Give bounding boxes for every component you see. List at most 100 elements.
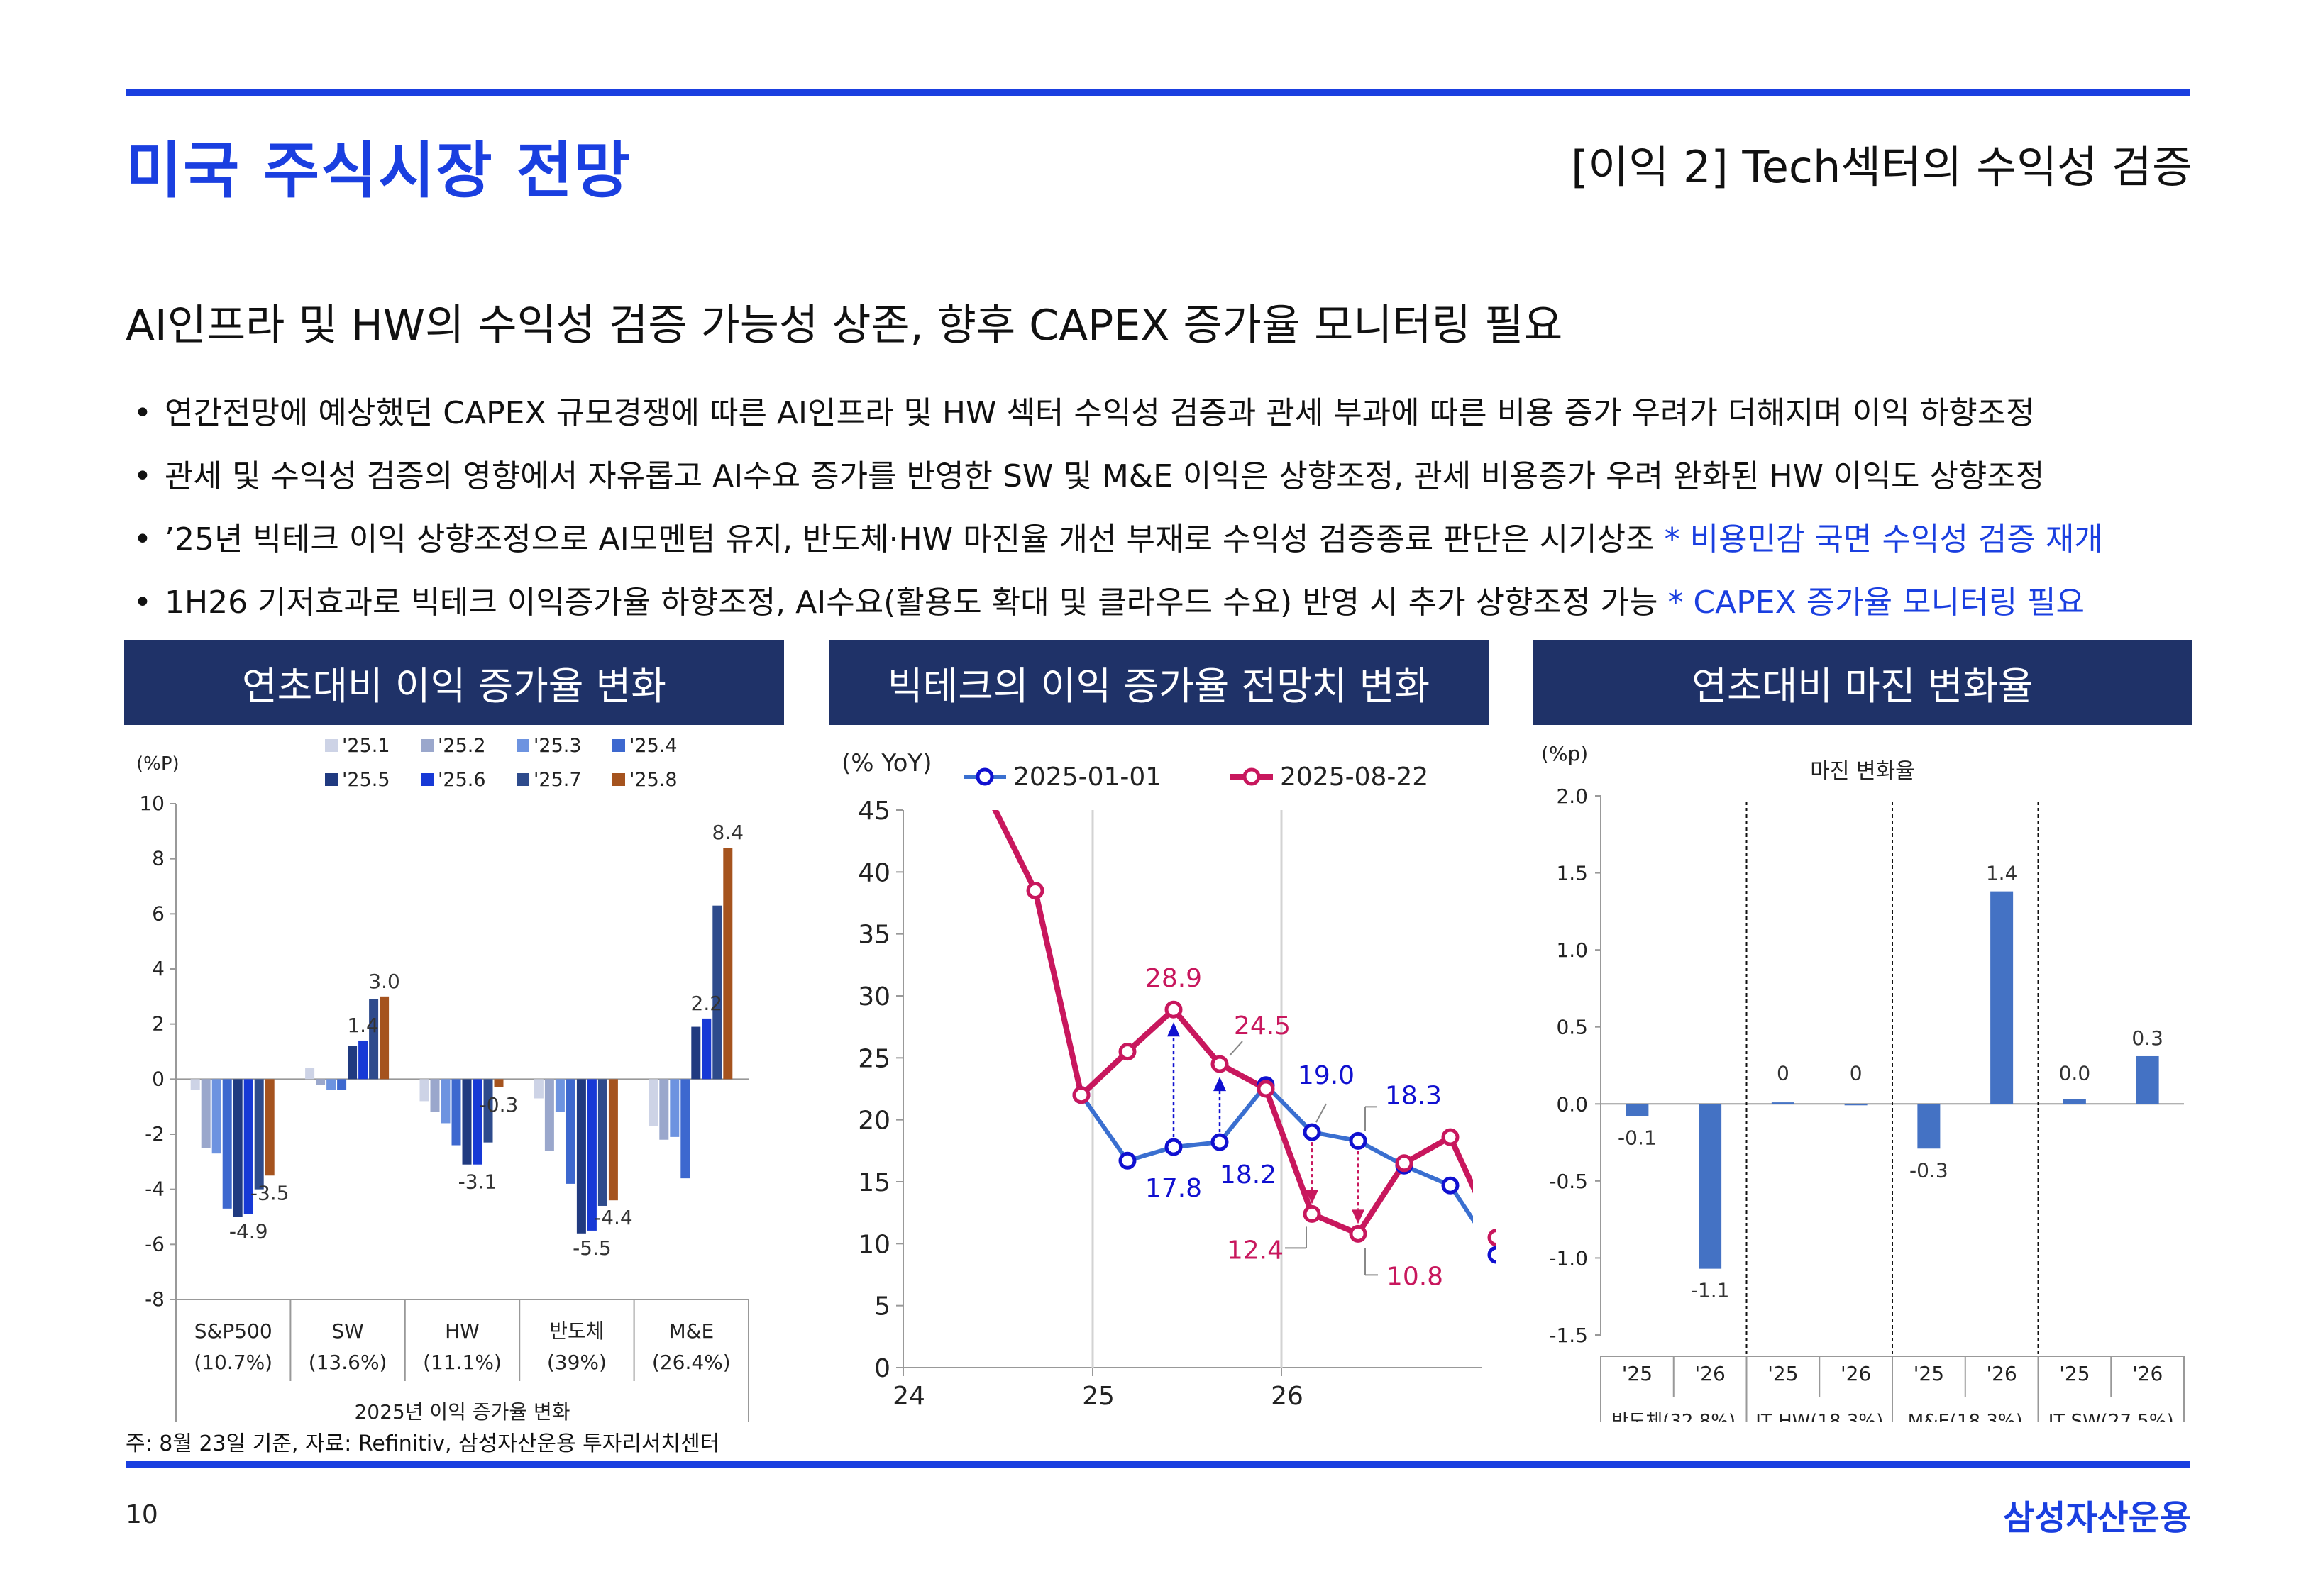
- group-label: IT SW(27.5%): [2048, 1411, 2174, 1422]
- data-label: 0.0: [2059, 1061, 2091, 1085]
- data-label: 0: [1777, 1061, 1789, 1085]
- data-label: 3.0: [368, 970, 400, 993]
- bullet-note: * 비용민감 국면 수익성 검증 재개: [1664, 521, 2103, 558]
- y-tick-label: -1.5: [1549, 1324, 1588, 1347]
- panel-title-earnings-change: 연초대비 이익 증가율 변화: [124, 640, 784, 725]
- data-point: [1026, 882, 1044, 900]
- x-tick-label: '26: [1841, 1362, 1871, 1385]
- bar: [190, 1079, 200, 1090]
- y-tick-label: -8: [145, 1287, 165, 1311]
- x-tick-label: '25: [1914, 1362, 1944, 1385]
- bar: [2063, 1099, 2086, 1104]
- panel-title-bigtech-growth: 빅테크의 이익 증가율 전망치 변화: [829, 640, 1489, 725]
- x-tick-label: '26: [1694, 1362, 1725, 1385]
- page-title: 미국 주식시장 전망: [126, 135, 631, 206]
- bar: [233, 1079, 243, 1217]
- bullet-item: • 연간전망에 예상했던 CAPEX 규모경쟁에 따른 AI인프라 및 HW 섹터…: [133, 395, 2035, 431]
- data-point: [1395, 1154, 1413, 1173]
- data-label: 0: [1850, 1061, 1863, 1085]
- data-label: 1.4: [347, 1014, 379, 1037]
- x-tick-label: 26: [1271, 1382, 1303, 1411]
- x-tick-label: 24: [893, 1382, 925, 1411]
- x-axis-label: 2025년 이익 증가율 변화: [354, 1400, 570, 1422]
- bullet-list: • 연간전망에 예상했던 CAPEX 규모경쟁에 따른 AI인프라 및 HW 섹터…: [133, 382, 2234, 634]
- data-label: -1.1: [1691, 1279, 1730, 1302]
- x-tick-label: 반도체: [549, 1319, 604, 1343]
- brand-logo: 삼성자산운용: [2003, 1498, 2191, 1538]
- y-tick-label: -2: [145, 1122, 165, 1146]
- bar: [473, 1079, 482, 1165]
- earnings-change-chart: (%P) '25.1 '25.2 '25.3 '25.4 '25.5 '25.6 '25.7 '…: [136, 735, 749, 1422]
- y-tick-label: 8: [152, 847, 165, 870]
- data-label: 8.4: [712, 821, 744, 844]
- bar: [201, 1079, 211, 1148]
- bar: [326, 1079, 336, 1090]
- arrow-head: [1306, 1190, 1318, 1204]
- bar: [691, 1026, 701, 1080]
- legend-label: '25.2: [438, 735, 486, 757]
- bar: [534, 1079, 544, 1099]
- bullet-item: • 관세 및 수익성 검증의 영향에서 자유롭고 AI수요 증가를 반영한 SW …: [133, 458, 2045, 494]
- y-axis-label: (%P): [136, 753, 180, 775]
- data-label: 28.9: [1145, 964, 1202, 993]
- margin-change-chart: (%p) 마진 변화율 2.0 1.5 1.0 0.5 0.0 -0.5 -1.0 -1.5 -0.…: [1541, 742, 2185, 1422]
- bullet-item: • 1H26 기저효과로 빅테크 이익증가율 하향조정, AI수요(활용도 확대 …: [133, 584, 2085, 621]
- data-label: 12.4: [1227, 1236, 1284, 1265]
- bar: [254, 1079, 264, 1190]
- bar: [680, 1079, 690, 1179]
- data-label: -3.5: [250, 1181, 289, 1204]
- legend-swatch: [325, 773, 338, 786]
- leader-line: [1315, 1103, 1327, 1123]
- data-label: 24.5: [1234, 1012, 1291, 1041]
- bar: [555, 1079, 565, 1112]
- data-point: [1164, 1138, 1183, 1156]
- data-label: -4.9: [229, 1220, 268, 1243]
- bar: [222, 1079, 232, 1209]
- legend-swatch: [421, 739, 434, 752]
- legend-swatch: [421, 773, 434, 786]
- data-point: [1210, 1133, 1229, 1151]
- data-label: 18.3: [1385, 1081, 1442, 1110]
- bar: [462, 1079, 472, 1165]
- bar: [659, 1079, 669, 1140]
- y-tick-label: 0.0: [1556, 1092, 1588, 1116]
- y-tick-label: 25: [858, 1044, 890, 1073]
- y-tick-label: 0: [874, 1354, 890, 1383]
- data-point: [1303, 1204, 1321, 1223]
- bottom-rule: [126, 1461, 2190, 1468]
- bar: [712, 905, 722, 1080]
- bar: [608, 1079, 618, 1201]
- legend-label: '25.4: [629, 735, 678, 757]
- x-tick-label: '26: [2132, 1362, 2163, 1385]
- bar: [337, 1079, 347, 1090]
- legend-swatch: [325, 739, 338, 752]
- bar: [1771, 1102, 1794, 1104]
- bar: [211, 1079, 221, 1154]
- bar: [316, 1079, 326, 1085]
- bar: [369, 999, 379, 1080]
- bar: [305, 1068, 315, 1080]
- data-point: [1118, 1043, 1137, 1061]
- data-point: [1210, 1055, 1229, 1073]
- legend-swatch: [612, 739, 625, 752]
- legend-marker: [976, 767, 994, 786]
- bar: [358, 1040, 368, 1080]
- y-tick-label: 1.0: [1556, 938, 1588, 962]
- y-tick-label: 10: [858, 1230, 890, 1259]
- page-subtitle: [이익 2] Tech섹터의 수익성 검증: [1571, 141, 2192, 193]
- arrow-head: [1352, 1209, 1364, 1224]
- data-label: 1.4: [1986, 862, 2018, 885]
- y-tick-label: 35: [858, 921, 890, 950]
- data-label: 2.2: [691, 992, 723, 1015]
- page-number: 10: [126, 1500, 158, 1529]
- legend-label: '25.7: [534, 769, 582, 791]
- y-tick-label: 1.5: [1556, 862, 1588, 885]
- x-tick-label: '25: [1767, 1362, 1798, 1385]
- top-rule: [126, 89, 2190, 96]
- data-point: [1441, 1128, 1460, 1146]
- y-tick-label: 20: [858, 1107, 890, 1136]
- data-point: [1303, 1123, 1321, 1141]
- arrow-head: [1167, 1022, 1180, 1037]
- leader-line: [1229, 1041, 1243, 1056]
- x-tick-label: '25: [1622, 1362, 1653, 1385]
